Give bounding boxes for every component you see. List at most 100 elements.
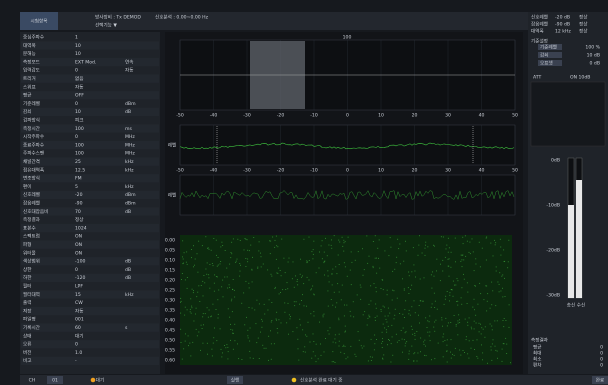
waterfall-dot xyxy=(265,347,267,349)
waterfall-dot xyxy=(415,276,416,278)
footer-button[interactable] xyxy=(227,376,243,384)
waterfall-dot xyxy=(350,345,352,347)
waterfall-dot xyxy=(325,338,326,339)
waterfall-dot xyxy=(445,295,447,297)
waterfall-dot xyxy=(200,285,202,286)
waterfall-dot xyxy=(338,239,340,241)
waterfall-dot xyxy=(269,240,271,242)
waterfall-dot xyxy=(333,235,335,237)
waterfall-dot xyxy=(331,273,333,275)
footer-button[interactable] xyxy=(47,376,63,384)
waterfall-dot xyxy=(284,302,286,304)
waterfall-dot xyxy=(181,273,183,274)
waterfall-dot xyxy=(421,252,423,254)
row-cell: -100 xyxy=(75,259,86,265)
waterfall-dot xyxy=(495,349,497,351)
waterfall-dot xyxy=(388,255,390,257)
waterfall-dot xyxy=(261,326,263,328)
waterfall-dot xyxy=(473,298,475,300)
waterfall-dot xyxy=(427,331,429,333)
tab[interactable] xyxy=(20,12,58,30)
waterfall-dot xyxy=(391,299,393,301)
waterfall-dot xyxy=(455,284,457,286)
row-cell: kHz xyxy=(125,159,134,165)
waterfall-dot xyxy=(466,282,468,284)
waterfall-dot xyxy=(211,348,213,350)
row-cell: 없음 xyxy=(75,75,83,82)
footer-item[interactable]: 실행 xyxy=(231,377,239,384)
waterfall-dot xyxy=(481,327,483,329)
waterfall-dot xyxy=(464,318,466,320)
waterfall-dot xyxy=(344,345,346,347)
waterfall-dot xyxy=(271,320,273,321)
waterfall-dot xyxy=(475,258,477,260)
waterfall-dot xyxy=(366,235,368,237)
waterfall-dot xyxy=(461,259,463,261)
bar-scale: -20dB xyxy=(546,248,560,254)
waterfall-dot xyxy=(360,345,362,347)
waterfall-dot xyxy=(475,322,477,324)
waterfall-dot xyxy=(343,315,345,317)
waterfall-tick: 0.10 xyxy=(165,258,175,264)
waterfall-dot xyxy=(211,355,213,357)
waterfall-dot xyxy=(442,325,443,327)
waterfall-dot xyxy=(323,261,325,263)
waterfall-dot xyxy=(293,286,295,288)
waterfall-dot xyxy=(328,281,330,283)
waterfall-dot xyxy=(212,303,214,305)
noise-label: 레벨 xyxy=(168,192,176,199)
waterfall-dot xyxy=(447,237,449,239)
row-cell: ON xyxy=(75,234,82,240)
waterfall-dot xyxy=(368,255,370,257)
menu[interactable]: 선택기능 ▼ xyxy=(95,22,117,29)
waterfall-dot xyxy=(333,291,335,293)
waterfall-dot xyxy=(364,311,366,313)
waterfall-tick: 0.20 xyxy=(165,278,175,284)
waterfall-dot xyxy=(220,246,222,248)
bar-name: 송신 xyxy=(567,302,575,309)
row-cell: 변조방식 xyxy=(23,175,40,182)
waterfall-dot xyxy=(217,257,219,258)
waterfall-dot xyxy=(299,273,301,275)
waterfall-dot xyxy=(436,270,437,272)
waterfall-dot xyxy=(482,359,483,361)
footer-button[interactable] xyxy=(592,376,608,384)
waterfall-dot xyxy=(273,343,275,345)
waterfall-dot xyxy=(224,345,225,346)
waterfall-dot xyxy=(481,344,482,346)
waterfall-dot xyxy=(494,239,495,241)
waterfall-dot xyxy=(491,343,493,345)
waterfall-dot xyxy=(395,333,397,335)
waterfall-dot xyxy=(252,256,253,258)
row-cell: 대기 xyxy=(75,332,83,339)
waterfall-dot xyxy=(458,314,460,316)
footer-item[interactable]: 완료 xyxy=(596,377,604,384)
waterfall-dot xyxy=(463,259,465,261)
row-cell: OFF xyxy=(75,93,84,99)
waterfall-dot xyxy=(429,315,431,317)
waterfall-dot xyxy=(335,266,337,268)
footer-item[interactable]: 01 xyxy=(52,378,58,384)
waterfall-dot xyxy=(332,341,334,343)
waterfall-dot xyxy=(270,240,272,242)
waterfall-dot xyxy=(486,236,488,238)
waterfall-dot xyxy=(210,316,212,318)
waterfall-dot xyxy=(183,348,185,350)
waterfall-dot xyxy=(371,356,373,358)
waterfall-dot xyxy=(450,251,452,253)
waterfall-dot xyxy=(203,275,205,276)
waterfall-dot xyxy=(468,317,470,319)
waterfall-dot xyxy=(196,253,198,255)
row-bg xyxy=(21,91,159,100)
x-tick-label: 20 xyxy=(412,168,418,174)
waterfall-dot xyxy=(260,266,262,268)
waterfall-dot xyxy=(477,303,479,305)
waterfall-dot xyxy=(394,268,396,270)
waterfall-dot xyxy=(503,326,505,328)
tab-label[interactable]: 시험항목 xyxy=(31,18,48,25)
row-cell: 기록시간 xyxy=(23,324,41,331)
row-cell: -120 xyxy=(75,275,86,281)
waterfall-dot xyxy=(395,262,397,264)
x-tick-label: -20 xyxy=(277,113,285,119)
waterfall-dot xyxy=(476,339,478,341)
